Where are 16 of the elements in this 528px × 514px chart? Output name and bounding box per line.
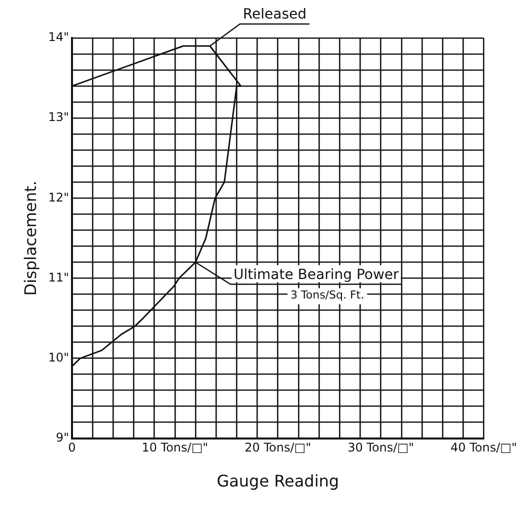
x-tick-label: 40 Tons/□" bbox=[450, 440, 518, 455]
annotation: 3 Tons/Sq. Ft. bbox=[290, 288, 364, 302]
y-tick-label: 10" bbox=[48, 350, 69, 364]
annotation: Ultimate Bearing Power bbox=[234, 266, 400, 283]
x-tick-label: 10 Tons/□" bbox=[142, 440, 208, 455]
x-tick-label: 0 bbox=[68, 440, 76, 455]
y-tick-label: 14" bbox=[48, 30, 69, 44]
y-tick-label: 11" bbox=[48, 270, 69, 284]
y-tick-label: 13" bbox=[48, 110, 69, 124]
x-tick-label: 20 Tons/□" bbox=[244, 440, 312, 455]
y-axis-title: Displacement. bbox=[20, 180, 40, 296]
x-axis-title: Gauge Reading bbox=[216, 472, 340, 491]
x-tick-label: 30 Tons/□" bbox=[348, 440, 414, 455]
annotation: Released bbox=[242, 6, 307, 23]
y-tick-label: 9" bbox=[56, 430, 69, 445]
y-tick-label: 12" bbox=[48, 190, 69, 204]
